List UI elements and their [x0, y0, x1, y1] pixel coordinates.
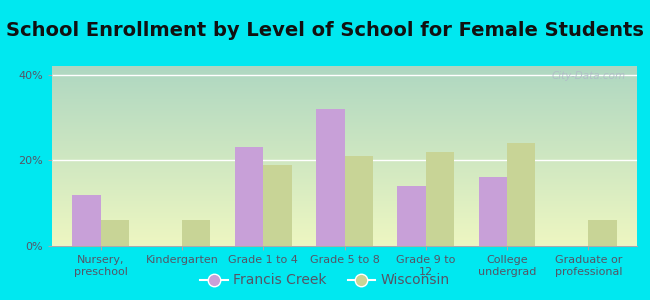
Bar: [344, 156, 373, 246]
Bar: [507, 143, 536, 246]
Bar: [316, 109, 344, 246]
Bar: [263, 165, 292, 246]
Text: School Enrollment by Level of School for Female Students: School Enrollment by Level of School for…: [6, 21, 644, 40]
Bar: [235, 147, 263, 246]
Legend: Francis Creek, Wisconsin: Francis Creek, Wisconsin: [194, 268, 456, 293]
Bar: [397, 186, 426, 246]
Text: City-Data.com: City-Data.com: [551, 71, 625, 81]
Bar: [588, 220, 617, 246]
Bar: [101, 220, 129, 246]
Bar: [182, 220, 211, 246]
Bar: [478, 177, 507, 246]
Bar: [72, 195, 101, 246]
Bar: [426, 152, 454, 246]
